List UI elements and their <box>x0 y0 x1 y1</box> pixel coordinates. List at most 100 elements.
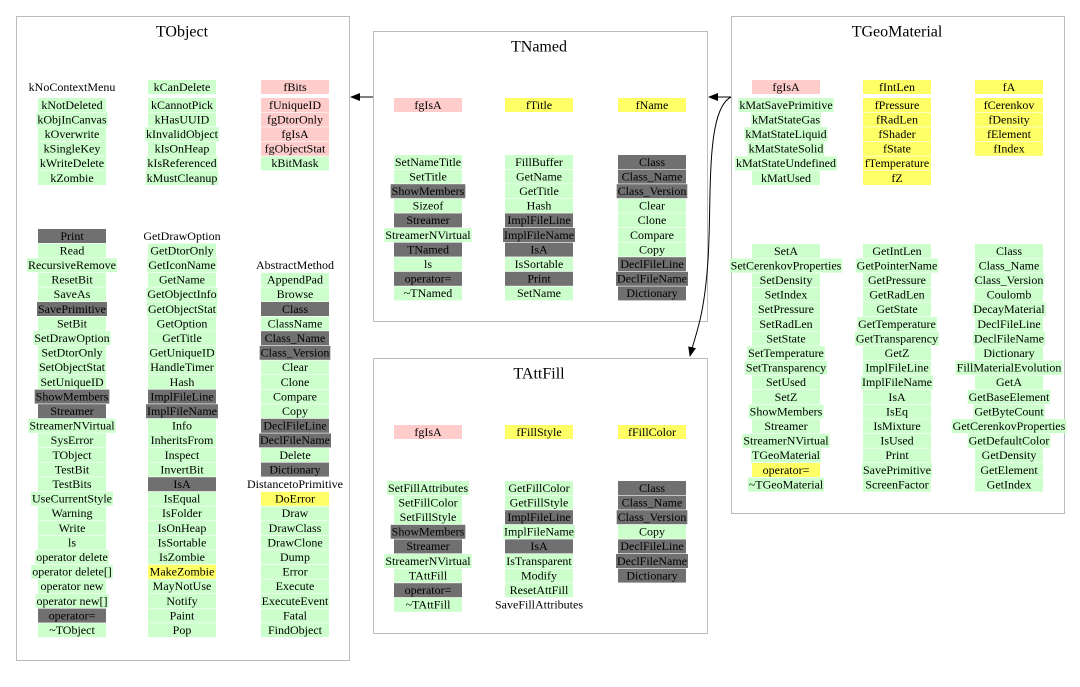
class-title: TObject <box>156 24 209 41</box>
member-label: IsUsed <box>880 434 913 448</box>
label-bg <box>148 608 216 623</box>
member-label: operator= <box>405 583 452 597</box>
label-bg <box>747 141 825 156</box>
label-bg <box>38 345 106 360</box>
member-label: kNoContextMenu <box>29 80 116 94</box>
label-bg <box>394 286 462 301</box>
member-label: GetIconName <box>148 258 215 272</box>
label-bg <box>975 258 1043 273</box>
label-bg <box>259 433 331 448</box>
member-label: IsA <box>888 390 906 404</box>
label-bg <box>146 404 218 419</box>
label-bg <box>394 539 462 554</box>
label-bg <box>145 127 219 142</box>
label-bg <box>147 302 217 316</box>
member-label: DrawClone <box>267 535 322 549</box>
member-label: Compare <box>273 389 317 403</box>
member-label: DeclFileName <box>974 331 1044 345</box>
label-bg <box>36 112 108 127</box>
member-label: DeclFileLine <box>620 257 683 271</box>
label-bg <box>38 287 106 302</box>
member-label: GetState <box>876 302 917 316</box>
class-box <box>373 358 708 634</box>
member-label: GetDensity <box>982 448 1037 462</box>
label-bg <box>735 156 837 171</box>
label-bg <box>616 271 688 286</box>
label-bg <box>505 583 573 598</box>
member-label: IsSortable <box>158 535 207 549</box>
label-bg <box>752 463 820 477</box>
member-label: Dictionary <box>983 346 1034 360</box>
member-label: Class_Version <box>975 273 1044 287</box>
label-bg <box>751 112 821 127</box>
member-label: Dictionary <box>626 286 677 300</box>
label-bg <box>618 495 686 510</box>
label-bg <box>394 597 462 612</box>
arrows <box>350 93 732 357</box>
member-label: ImplFileName <box>147 404 217 418</box>
member-label: Print <box>527 272 551 286</box>
member-label: Info <box>172 419 192 433</box>
member-label: SetState <box>766 331 805 345</box>
member-label: kOverwrite <box>45 127 100 141</box>
member-label: fPressure <box>875 98 920 112</box>
label-bg <box>863 360 931 375</box>
label-bg <box>148 345 216 360</box>
label-bg <box>38 272 106 287</box>
label-bg <box>261 127 329 142</box>
label-bg <box>261 608 329 623</box>
member-label: Copy <box>282 404 308 418</box>
label-bg <box>148 521 216 535</box>
member-label: MayNotUse <box>153 579 212 593</box>
label-bg <box>148 623 216 638</box>
label-bg <box>618 242 686 257</box>
label-bg <box>505 425 573 439</box>
label-bg <box>148 594 216 608</box>
label-bg <box>505 257 573 272</box>
label-bg <box>28 418 116 433</box>
label-bg <box>863 419 931 434</box>
member-label: kHasUUID <box>155 112 210 126</box>
label-bg <box>975 477 1043 492</box>
label-bg <box>973 331 1045 346</box>
label-bg <box>261 98 329 112</box>
label-bg <box>975 98 1043 112</box>
member-label: Compare <box>630 228 674 242</box>
member-label: TestBits <box>52 477 91 491</box>
member-label: fTitle <box>526 98 552 112</box>
member-label: ImplFileLine <box>507 213 570 227</box>
member-label: Notify <box>166 594 197 608</box>
label-bg <box>752 244 820 258</box>
label-bg <box>505 184 573 199</box>
label-bg <box>618 198 686 213</box>
label-bg <box>38 243 106 258</box>
member-label: fgIsA <box>772 80 800 94</box>
label-bg <box>505 213 573 228</box>
member-label: SetZ <box>775 390 798 404</box>
label-bg <box>31 491 113 506</box>
member-label: Class <box>639 155 665 169</box>
label-bg <box>261 360 329 375</box>
member-label: GetBaseElement <box>969 390 1050 404</box>
label-bg <box>951 419 1067 434</box>
label-bg <box>31 564 113 579</box>
member-label: GetByteCount <box>974 404 1044 418</box>
member-label: IsMixture <box>873 419 920 433</box>
member-label: GetCerenkovProperties <box>953 419 1066 433</box>
label-bg <box>38 141 106 156</box>
member-label: GetA <box>996 375 1022 389</box>
label-bg <box>261 375 329 389</box>
label-bg <box>503 228 575 242</box>
member-label: ls <box>424 257 432 271</box>
member-label: fRadLen <box>876 112 918 126</box>
label-bg <box>861 375 933 390</box>
label-bg <box>38 623 106 638</box>
label-bg <box>505 539 573 554</box>
member-label: GetDefaultColor <box>969 434 1050 448</box>
label-bg <box>38 156 106 171</box>
label-bg <box>973 404 1045 419</box>
label-bg <box>955 360 1063 375</box>
label-bg <box>394 510 462 525</box>
member-label: Clear <box>282 360 308 374</box>
member-label: fUniqueID <box>269 98 321 112</box>
